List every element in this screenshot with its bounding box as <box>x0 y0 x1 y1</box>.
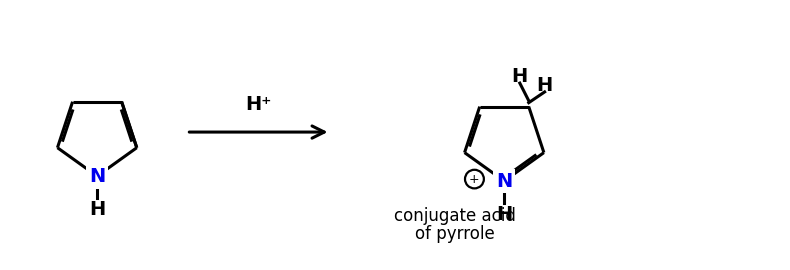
Text: N: N <box>496 171 513 191</box>
Text: conjugate acid: conjugate acid <box>393 207 516 225</box>
Text: +: + <box>469 173 480 185</box>
Text: H⁺: H⁺ <box>245 95 272 114</box>
Text: H: H <box>536 76 553 94</box>
Text: H: H <box>89 200 105 219</box>
Text: H: H <box>512 67 528 86</box>
Text: N: N <box>89 167 105 186</box>
Text: of pyrrole: of pyrrole <box>415 225 495 243</box>
Text: H: H <box>496 205 513 224</box>
